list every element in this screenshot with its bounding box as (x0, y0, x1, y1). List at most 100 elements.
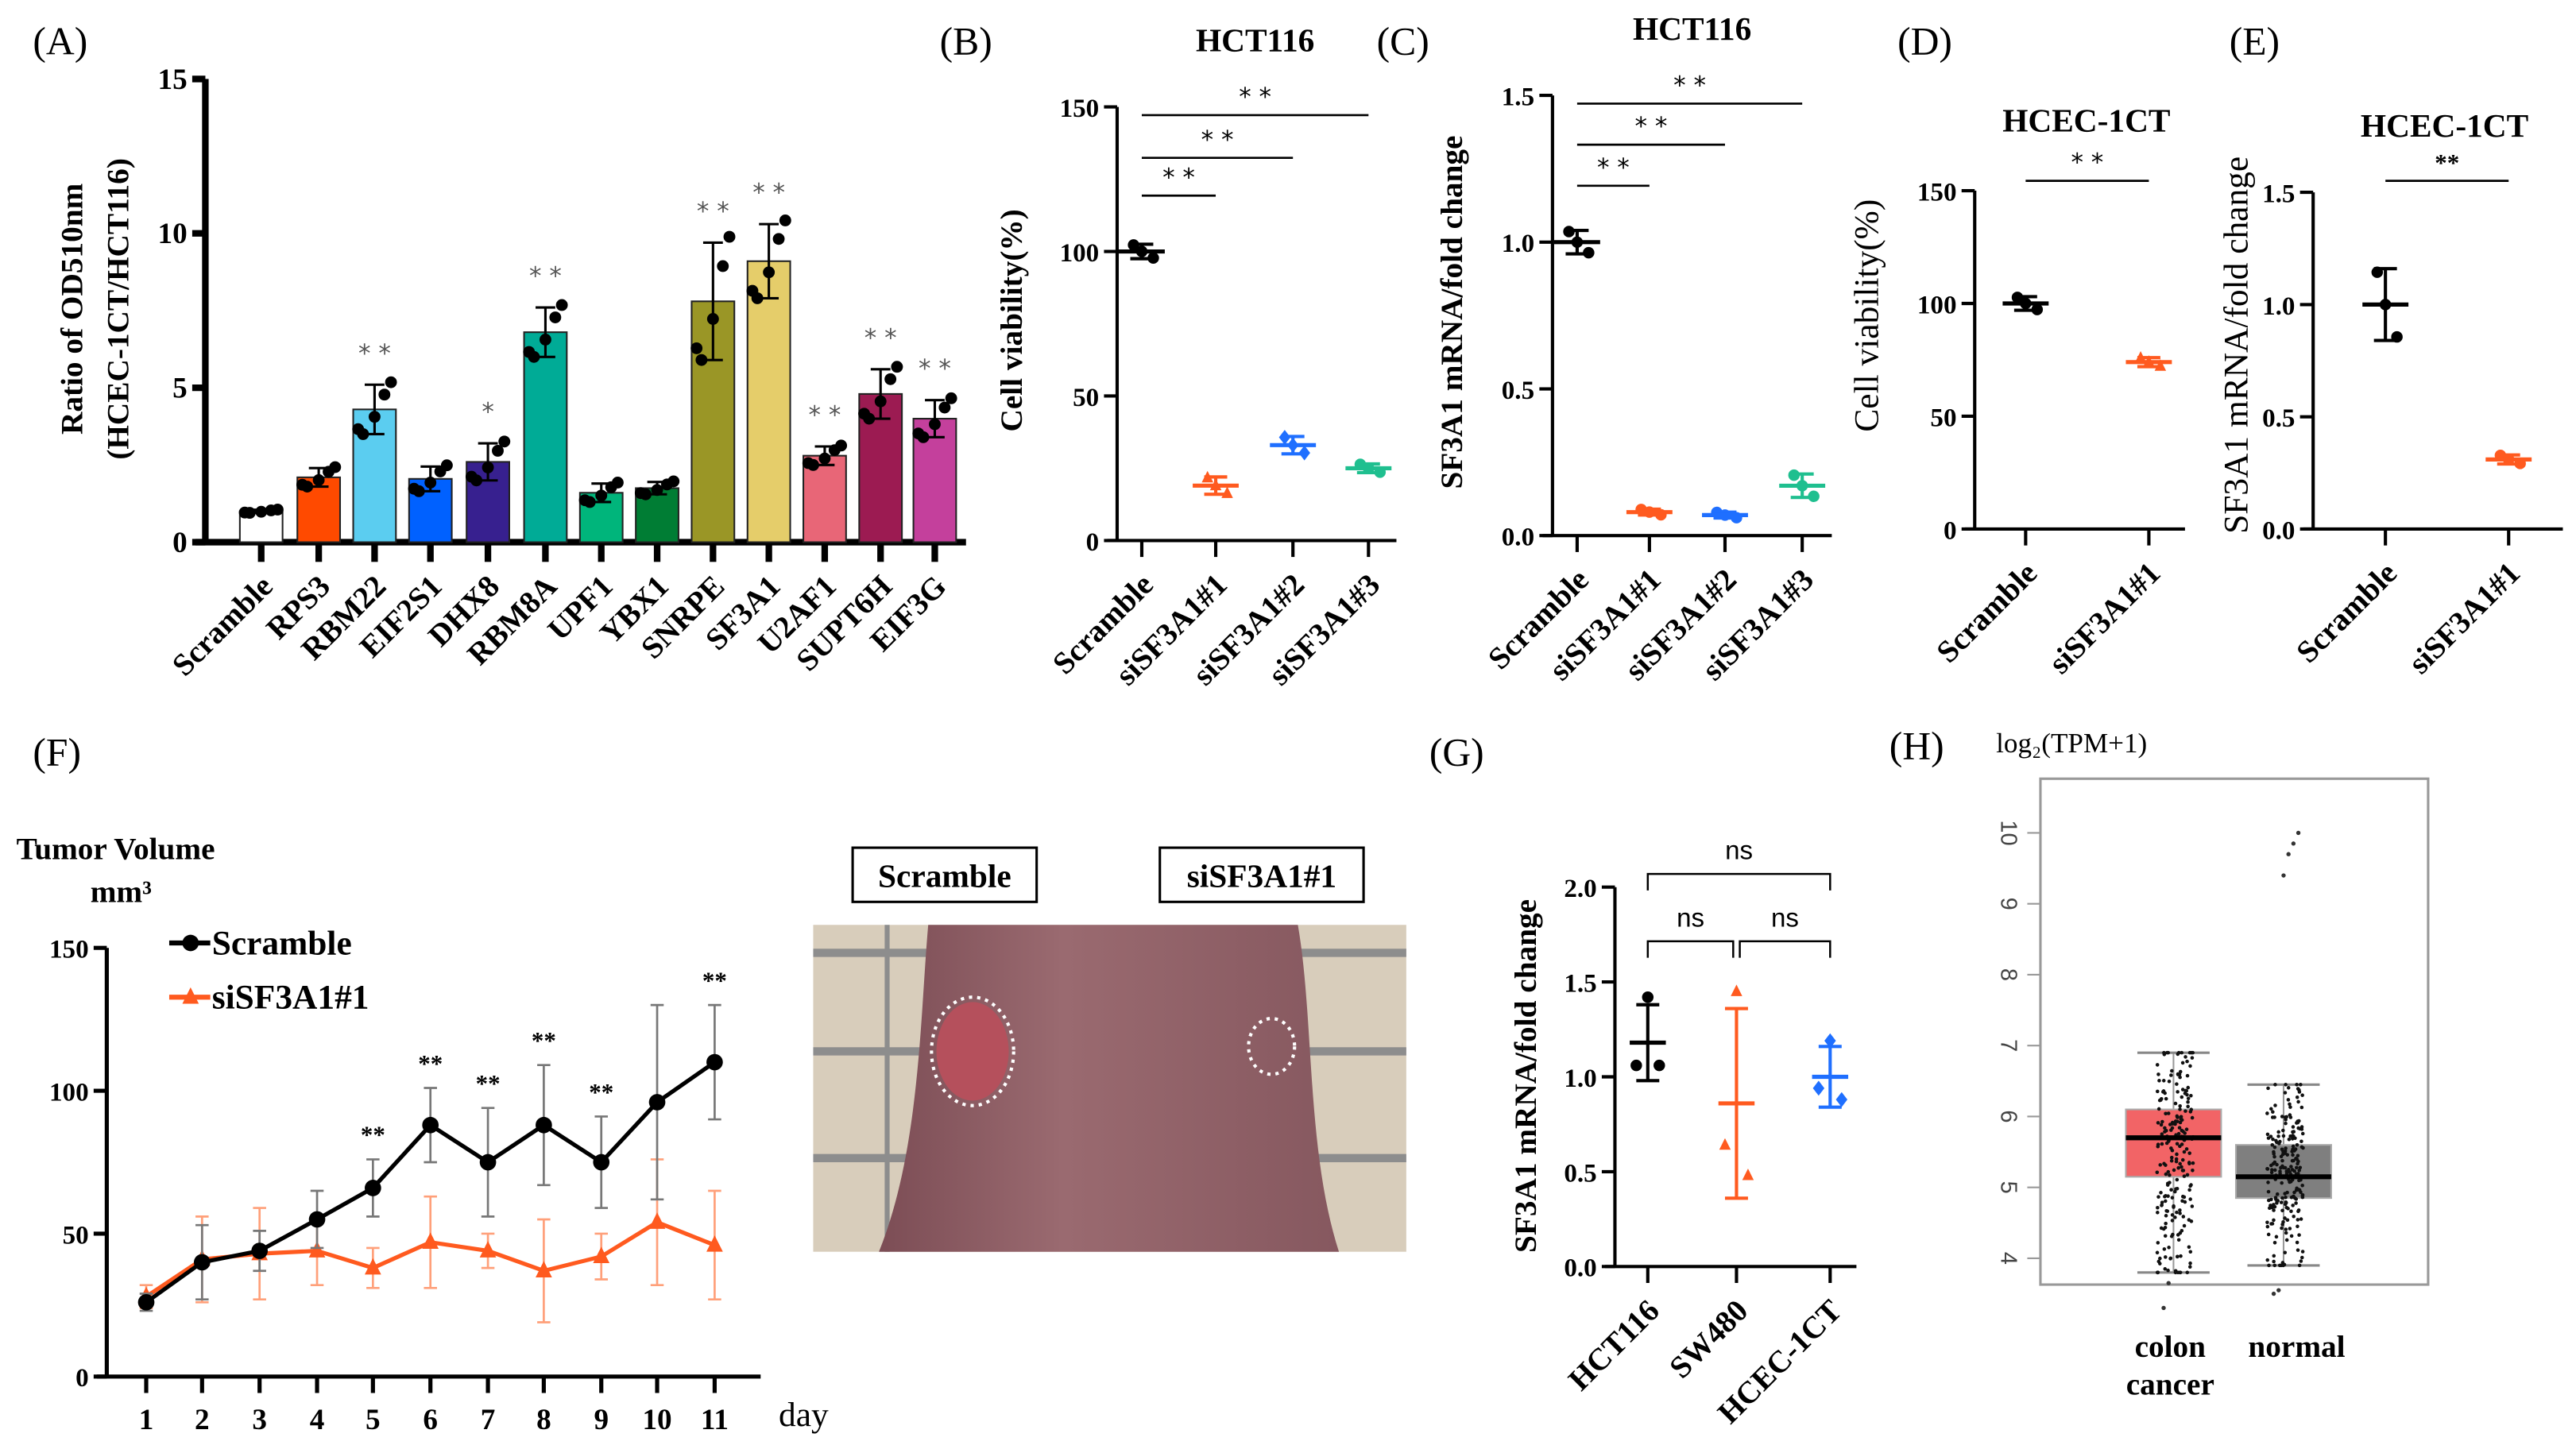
jitter-point (2265, 1224, 2270, 1229)
y-tick-label: 0.5 (1502, 377, 1534, 405)
jitter-point (2181, 1129, 2185, 1134)
jitter-point (2159, 1096, 2164, 1101)
data-point (1719, 1138, 1731, 1150)
data-group-eif3g: * * (912, 355, 957, 543)
jitter-point (2284, 1196, 2288, 1200)
data-point (312, 473, 325, 486)
jitter-point (2182, 1223, 2187, 1228)
jitter-point (2178, 1208, 2182, 1212)
significance-star: * * (697, 198, 729, 226)
jitter-point (2165, 1183, 2170, 1187)
jitter-point (2284, 1115, 2288, 1119)
y-axis-title: Cell viability(%) (1847, 199, 1886, 432)
significance-label: * * (1673, 71, 1706, 100)
data-point (1278, 430, 1291, 445)
data-group-sisf3a11 (2485, 450, 2532, 469)
jitter-point (2157, 1079, 2161, 1083)
outlier-point (2286, 852, 2291, 856)
tumor-outline-sisf3a1 (1247, 1017, 1297, 1076)
jitter-point (2296, 1188, 2301, 1192)
significance-label: * * (1635, 113, 1668, 141)
jitter-point (2169, 1128, 2173, 1132)
jitter-point (2180, 1199, 2184, 1204)
panel-f: (F) 0 50 100 150 Tumor Volume mm³ 1 2 3 4 5 6 7 8 9 10 11… (17, 731, 829, 1436)
jitter-point (2280, 1152, 2285, 1157)
jitter-point (2179, 1115, 2183, 1119)
jitter-point (2169, 1073, 2173, 1077)
data-point (835, 439, 848, 452)
jitter-point (2172, 1168, 2176, 1173)
data-point (479, 1241, 497, 1258)
data-point (779, 214, 791, 226)
jitter-point (2173, 1215, 2177, 1219)
significance-star: * * (864, 324, 897, 353)
x-axis-title: day (779, 1396, 829, 1434)
y-tick-label: 50 (1073, 384, 1099, 412)
jitter-point (2191, 1169, 2195, 1173)
y-tick-label: 0.5 (1564, 1159, 1596, 1188)
y-axis-title: Tumor Volume (17, 833, 215, 867)
x-tick-label: 6 (423, 1404, 438, 1436)
jitter-point (2166, 1194, 2170, 1198)
jitter-point (2188, 1064, 2192, 1068)
jitter-points (2265, 1083, 2305, 1268)
jitter-point (2272, 1241, 2277, 1245)
jitter-point (2173, 1101, 2178, 1106)
jitter-point (2178, 1120, 2183, 1125)
jitter-point (2288, 1102, 2292, 1107)
jitter-point (2280, 1115, 2284, 1119)
series-sisf3a11 (137, 1158, 723, 1323)
panel-label: (E) (2230, 19, 2280, 63)
y-axis-title: (HCEC-1CT/HCT116) (101, 158, 135, 460)
significance-star: * * (529, 262, 562, 291)
jitter-point (2187, 1161, 2191, 1165)
jitter-point (2295, 1083, 2299, 1087)
data-group-hct116 (1630, 991, 1666, 1083)
jitter-point (2188, 1197, 2192, 1201)
y-tick-label: 0.5 (2262, 404, 2295, 433)
photo-label-scramble: Scramble (878, 858, 1011, 895)
plot-frame (2039, 777, 2430, 1286)
jitter-point (2165, 1209, 2170, 1213)
jitter-point (2170, 1196, 2175, 1200)
jitter-point (2163, 1126, 2167, 1130)
jitter-point (2289, 1234, 2294, 1238)
data-point (1630, 1059, 1642, 1072)
jitter-point (2178, 1107, 2182, 1111)
panel-label: (G) (1429, 731, 1484, 775)
jitter-point (2156, 1211, 2160, 1215)
jitter-point (2176, 1090, 2180, 1094)
jitter-point (2172, 1189, 2177, 1194)
y-tick-label: 10 (1995, 820, 2021, 845)
outlier-point (2276, 1288, 2281, 1293)
y-axis-title: SF3A1 mRNA/fold change (1435, 136, 1469, 489)
data-point (492, 444, 504, 457)
data-point (706, 1235, 723, 1252)
jitter-point (2296, 1208, 2301, 1212)
jitter-points (2155, 1050, 2195, 1275)
jitter-point (2155, 1170, 2160, 1175)
jitter-point (2156, 1241, 2160, 1245)
data-point (1654, 1059, 1665, 1072)
jitter-point (2175, 1210, 2179, 1215)
jitter-point (2279, 1165, 2283, 1170)
jitter-point (2273, 1103, 2277, 1107)
significance-label: ns (1677, 903, 1704, 933)
data-point (422, 1232, 439, 1250)
jitter-point (2292, 1169, 2296, 1173)
jitter-point (2189, 1107, 2194, 1111)
jitter-point (2292, 1130, 2296, 1134)
jitter-point (2299, 1105, 2304, 1110)
x-tick-label: 1 (139, 1404, 154, 1436)
data-point (1201, 470, 1213, 483)
panel-label: (H) (1889, 724, 1944, 767)
jitter-point (2291, 1144, 2296, 1149)
jitter-point (2170, 1068, 2174, 1073)
jitter-point (2299, 1083, 2303, 1087)
jitter-point (2278, 1169, 2282, 1173)
jitter-point (2186, 1096, 2191, 1101)
jitter-point (2180, 1118, 2184, 1122)
jitter-point (2292, 1190, 2296, 1195)
photo-label-box-sisf3a1 (1158, 846, 1365, 903)
jitter-point (2187, 1151, 2191, 1155)
